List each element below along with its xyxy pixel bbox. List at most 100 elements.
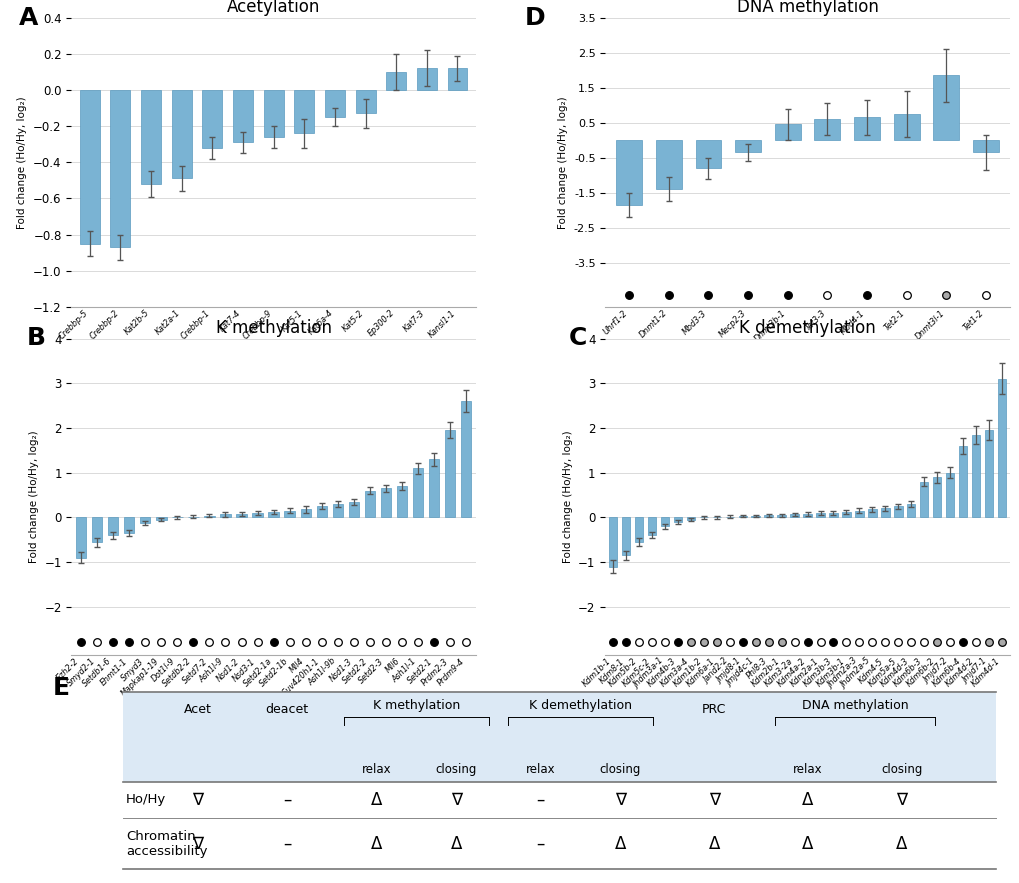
Bar <box>894 506 902 517</box>
Bar <box>622 517 630 555</box>
Bar <box>348 502 359 517</box>
Bar <box>906 504 915 517</box>
Bar <box>828 513 837 517</box>
Bar <box>803 514 811 517</box>
Bar <box>417 68 436 90</box>
Title: K methylation: K methylation <box>215 319 331 337</box>
Text: –: – <box>536 791 544 809</box>
Bar <box>842 512 850 517</box>
Text: PRC: PRC <box>701 703 726 715</box>
Text: Ho/Hy: Ho/Hy <box>125 794 166 806</box>
Bar <box>763 515 772 517</box>
Bar <box>673 517 682 522</box>
Bar <box>108 517 118 535</box>
Bar <box>461 401 471 517</box>
Bar <box>92 517 102 542</box>
Text: –: – <box>282 834 291 852</box>
Bar <box>156 517 166 520</box>
Bar <box>854 510 863 517</box>
Text: K methylation: K methylation <box>372 699 460 713</box>
Bar <box>695 140 720 168</box>
Bar <box>236 514 247 517</box>
Text: ∇: ∇ <box>450 791 462 809</box>
Y-axis label: Fold change (Ho/Hy, log₂): Fold change (Ho/Hy, log₂) <box>562 431 572 563</box>
Bar <box>171 90 192 178</box>
Bar <box>660 517 668 526</box>
Bar <box>880 509 889 517</box>
Bar <box>356 90 375 113</box>
Bar <box>751 516 759 517</box>
Bar <box>893 114 919 140</box>
Bar <box>386 72 406 90</box>
Bar <box>686 517 694 520</box>
Title: K demethylation: K demethylation <box>739 319 875 337</box>
Bar <box>867 509 875 517</box>
Text: E: E <box>53 675 69 699</box>
Bar <box>971 434 979 517</box>
Text: deacet: deacet <box>265 703 309 715</box>
Bar <box>945 472 954 517</box>
Text: C: C <box>569 326 587 350</box>
Y-axis label: Fold change (Ho/Hy, log₂): Fold change (Ho/Hy, log₂) <box>557 96 568 229</box>
Text: DNA methylation: DNA methylation <box>801 699 907 713</box>
Bar <box>325 90 344 117</box>
Bar <box>396 487 407 517</box>
Bar <box>615 140 641 205</box>
Bar <box>790 514 798 517</box>
Text: Δ: Δ <box>896 834 907 852</box>
Bar <box>655 140 681 189</box>
Bar <box>634 517 643 542</box>
Bar <box>735 140 760 153</box>
Text: K demethylation: K demethylation <box>529 699 632 713</box>
Bar <box>853 117 879 140</box>
Text: Δ: Δ <box>614 834 626 852</box>
Y-axis label: Fold change (Ho/Hy, log₂): Fold change (Ho/Hy, log₂) <box>29 431 39 563</box>
Bar <box>776 515 785 517</box>
Bar <box>75 517 87 558</box>
Text: closing: closing <box>599 763 640 776</box>
Bar <box>413 468 423 517</box>
Text: ∇: ∇ <box>193 791 204 809</box>
Bar <box>365 491 375 517</box>
Bar <box>647 517 655 535</box>
Bar <box>958 446 966 517</box>
Text: Δ: Δ <box>370 791 382 809</box>
Text: –: – <box>536 834 544 852</box>
Bar <box>814 119 840 140</box>
FancyBboxPatch shape <box>123 692 995 782</box>
Bar <box>124 517 135 533</box>
Bar <box>932 75 958 140</box>
Bar <box>202 90 222 147</box>
Title: DNA methylation: DNA methylation <box>736 0 877 16</box>
Text: Acet: Acet <box>184 703 212 715</box>
Text: B: B <box>26 326 46 350</box>
Text: Δ: Δ <box>802 791 813 809</box>
Text: Δ: Δ <box>708 834 719 852</box>
Title: Acetylation: Acetylation <box>227 0 320 16</box>
Bar <box>141 90 161 184</box>
Text: ∇: ∇ <box>896 791 907 809</box>
Bar <box>316 506 327 517</box>
Bar <box>301 509 311 517</box>
Bar <box>984 430 993 517</box>
Bar <box>110 90 130 247</box>
Text: –: – <box>282 791 291 809</box>
Bar <box>447 68 467 90</box>
Bar <box>997 379 1006 517</box>
Bar <box>140 517 151 523</box>
Bar <box>284 510 294 517</box>
Text: relax: relax <box>361 763 391 776</box>
Bar <box>332 504 342 517</box>
Bar <box>429 459 439 517</box>
Bar <box>232 90 253 142</box>
Bar <box>774 125 800 140</box>
Text: Δ: Δ <box>450 834 462 852</box>
Bar <box>919 481 927 517</box>
Bar <box>380 488 391 517</box>
Text: closing: closing <box>435 763 476 776</box>
Bar <box>738 516 746 517</box>
Text: ∇: ∇ <box>708 791 719 809</box>
Text: relax: relax <box>525 763 555 776</box>
Text: ∇: ∇ <box>193 834 204 852</box>
Text: Chromatin
accessibility: Chromatin accessibility <box>125 829 207 857</box>
